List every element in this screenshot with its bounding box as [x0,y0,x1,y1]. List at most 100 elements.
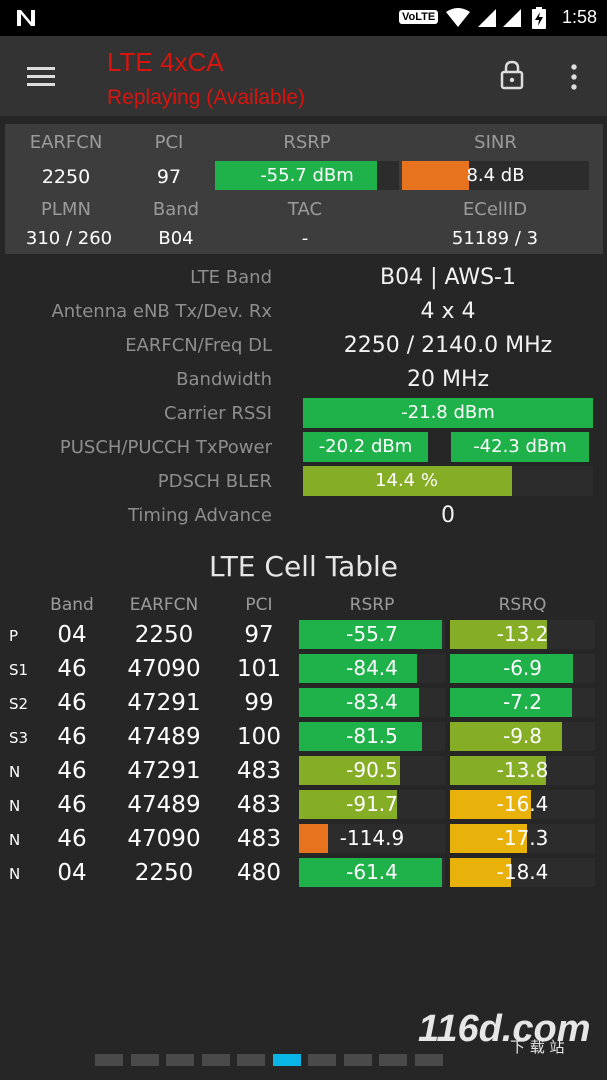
earfcn-value: 2250 [41,166,91,188]
cell-band: 46 [57,656,87,682]
cell-type: S3 [9,729,29,747]
cell-band: 04 [57,622,87,648]
cellular-signal-icon [478,9,496,27]
cell-band: 46 [57,758,87,784]
ecellid-value: 51189 / 3 [451,228,539,249]
cell-type: P [9,627,19,645]
rsrp-bar-fill [215,161,377,190]
page-dot[interactable] [201,1054,230,1066]
cell-earfcn: 47489 [127,792,201,818]
cell-type: N [9,797,21,815]
cell-band: 46 [57,792,87,818]
col-header-band: Band [50,595,94,615]
cell-rsrq-bar-fill [450,756,546,785]
cell-rsrp-bar: -84.4 [299,654,445,683]
cell-rsrq-value: -18.4 [496,860,549,884]
cell-rsrp-value: -61.4 [346,860,398,884]
tac-header: TAC [287,199,323,220]
band-value: B04 [158,228,194,249]
status-bar: VoLTE 1:58 [0,0,607,36]
cell-rsrq-bar-fill [450,688,572,717]
clock: 1:58 [561,7,597,27]
cell-rsrq-bar: -7.2 [450,688,595,717]
page-dot[interactable] [95,1054,123,1066]
pusch-power-bar: -20.2 dBm [303,432,428,462]
cell-rsrp-bar: -55.7 [299,620,445,649]
pucch-power-bar: -42.3 dBm [451,432,589,462]
earfcn-freq-value: 2250 / 2140.0 MHz [343,333,553,358]
lock-icon[interactable] [500,60,524,90]
cellular-signal-2-icon [503,9,521,27]
carrier-rssi-bar: -21.8 dBm [303,398,593,428]
lte-band-label: LTE Band [190,267,272,288]
page-dot[interactable] [272,1054,301,1066]
cell-band: 46 [57,690,87,716]
cell-earfcn: 2250 [134,622,194,648]
page-dot[interactable] [166,1054,194,1066]
tx-power-label: PUSCH/PUCCH TxPower [59,437,272,458]
plmn-header: PLMN [41,199,91,220]
cell-rsrq-value: -7.2 [502,690,543,714]
cell-rsrq-value: -9.8 [502,724,543,748]
carrier-rssi-value: -21.8 dBm [401,402,495,423]
cell-type: N [9,865,21,883]
cell-rsrp-value: -91.7 [346,792,398,816]
band-header: Band [152,199,200,220]
page-dot[interactable] [414,1054,443,1066]
cell-type: N [9,763,21,781]
cell-earfcn: 47090 [127,826,201,852]
cell-rsrp-value: -83.4 [346,690,398,714]
rsrp-value: -55.7 dBm [260,165,354,186]
timing-advance-value: 0 [441,503,455,528]
cell-pci: 97 [244,622,274,648]
cell-type: S2 [9,695,29,713]
page-dot[interactable] [237,1054,265,1066]
sinr-header: SINR [474,132,517,153]
more-vert-icon[interactable] [569,64,579,90]
cell-rsrq-bar-fill [450,790,532,819]
col-header-rsrq: RSRQ [498,595,547,615]
pci-value: 97 [156,166,182,188]
pusch-power-bar-fill [303,432,428,462]
cell-rsrp-bar-fill [299,688,419,717]
cell-pci: 483 [237,758,281,784]
carrier-rssi-label: Carrier RSSI [164,403,272,424]
pdsch-bler-bar-fill [303,466,512,496]
page-dot[interactable] [130,1054,159,1066]
cell-rsrq-bar: -18.4 [450,858,595,887]
pdsch-bler-label: PDSCH BLER [157,471,272,492]
page-dot[interactable] [308,1054,336,1066]
pucch-power-bar-fill [451,432,589,462]
cell-earfcn: 47090 [127,656,201,682]
cell-rsrp-bar-fill [299,790,397,819]
battery-charging-icon [532,7,546,29]
cell-earfcn: 47489 [127,724,201,750]
page-dot[interactable] [343,1054,372,1066]
cell-rsrp-bar-fill [299,858,443,887]
col-header-pci: PCI [245,595,273,615]
cell-rsrq-bar: -13.8 [450,756,595,785]
cell-pci: 483 [237,792,281,818]
cell-rsrp-value: -90.5 [346,758,398,782]
cell-rsrq-value: -13.2 [496,622,549,646]
pucch-power-value: -42.3 dBm [473,436,567,457]
cell-rsrp-bar-fill [299,722,422,751]
volte-badge: VoLTE [399,10,439,24]
cell-rsrp-bar: -114.9 [299,824,445,853]
cell-rsrq-bar-fill [450,654,574,683]
cell-rsrq-value: -6.9 [502,656,543,680]
cell-pci: 101 [237,656,281,682]
cell-rsrp-value: -81.5 [346,724,398,748]
hamburger-menu-icon[interactable] [27,67,55,87]
page-title: LTE 4xCA [107,47,224,77]
sinr-bar-fill [402,161,470,190]
pusch-power-value: -20.2 dBm [318,436,413,457]
rsrp-bar: -55.7 dBm [215,161,399,190]
cell-pci: 483 [237,826,281,852]
cell-rsrq-bar: -13.2 [450,620,595,649]
cell-pci: 99 [244,690,274,716]
page-dot[interactable] [379,1054,407,1066]
cell-rsrp-bar: -91.7 [299,790,445,819]
cell-rsrq-bar: -6.9 [450,654,595,683]
cell-rsrq-value: -17.3 [496,826,549,850]
